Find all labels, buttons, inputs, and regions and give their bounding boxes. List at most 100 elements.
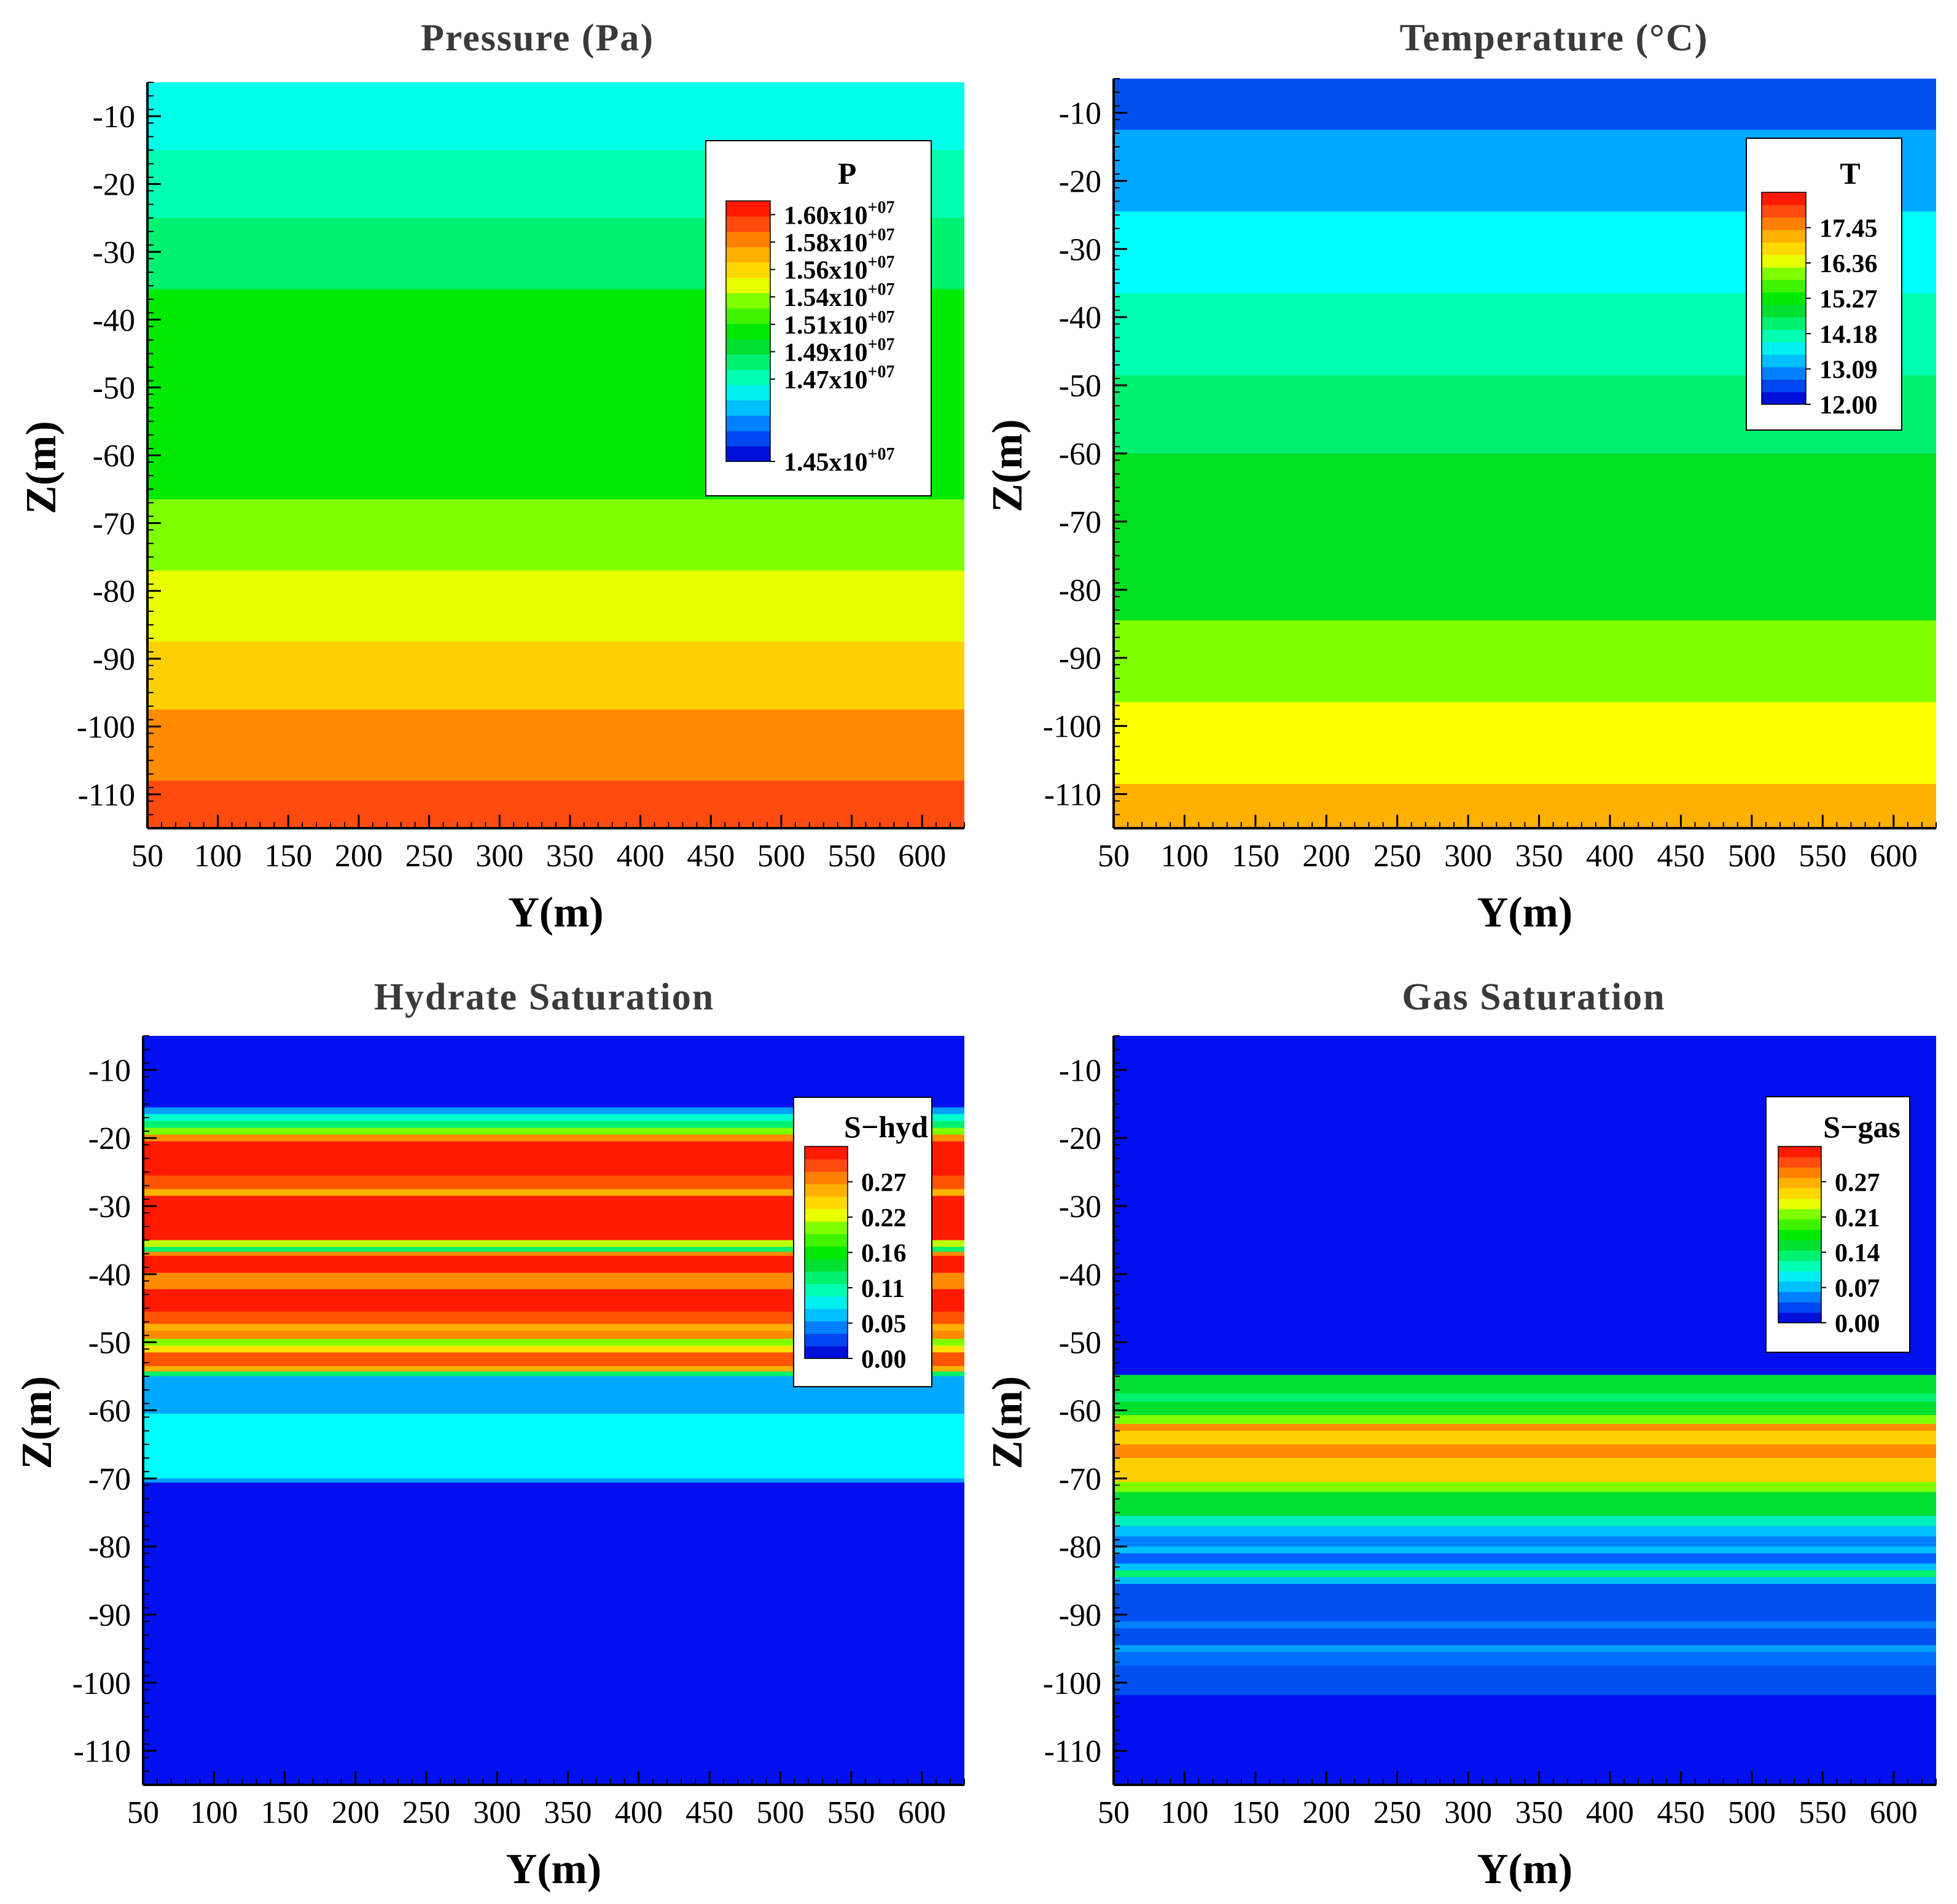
y-tick-label: -50 (93, 371, 135, 406)
contour-band (1114, 1666, 1936, 1696)
x-tick-label: 550 (828, 839, 876, 874)
legend-color-swatch (1762, 205, 1806, 218)
y-tick-label: -40 (88, 1258, 131, 1293)
contour-band (1114, 1481, 1936, 1492)
contour-band (1114, 1424, 1936, 1432)
x-tick-label: 350 (546, 839, 594, 874)
contour-bands (143, 1036, 964, 1785)
x-axis-label: Y(m) (508, 889, 603, 936)
contour-band (1114, 1577, 1936, 1585)
panel-title: Hydrate Saturation (374, 976, 714, 1018)
x-tick-label: 350 (1515, 839, 1563, 874)
y-tick-label: -30 (93, 235, 135, 270)
x-tick-label: 250 (402, 1795, 450, 1830)
x-tick-label: 450 (1657, 1795, 1705, 1830)
legend-color-swatch (1778, 1177, 1821, 1189)
legend-color-swatch (726, 431, 770, 447)
x-tick-label: 250 (1373, 839, 1421, 874)
contour-band (1114, 783, 1936, 829)
panel-title: Temperature (°C) (1400, 17, 1709, 59)
contour-band (1114, 1536, 1936, 1547)
x-tick-label: 200 (1302, 1795, 1350, 1830)
x-tick-label: 550 (827, 1795, 875, 1830)
x-tick-label: 400 (615, 1795, 663, 1830)
x-tick-label: 300 (1444, 839, 1492, 874)
legend-label: 1.58x10+07 (784, 225, 894, 257)
y-tick-label: -50 (88, 1326, 131, 1361)
y-tick-label: -90 (93, 642, 135, 677)
legend-label: 16.36 (1819, 250, 1878, 278)
legend-colorbar-frame (1778, 1146, 1822, 1323)
contour-band (1114, 1563, 1936, 1571)
legend-color-swatch (1762, 329, 1806, 343)
panel-3: Hydrate Saturation 50 100 150 200 250 300 350 40… (14, 976, 965, 1893)
legend-color-swatch (1778, 1302, 1821, 1313)
legend-color-swatch (1762, 304, 1806, 318)
x-tick-label: 500 (1728, 1795, 1776, 1830)
contour-band (1114, 1444, 1936, 1459)
legend-label: 0.07 (1835, 1275, 1880, 1303)
contour-band (1114, 79, 1936, 130)
x-tick-label: 300 (1444, 1795, 1492, 1830)
legend-color-swatch (1778, 1188, 1821, 1199)
legend-color-swatch (1778, 1312, 1821, 1323)
legend-color-swatch (726, 369, 770, 385)
panel-title: Pressure (Pa) (421, 17, 654, 59)
x-tick-label: 500 (757, 839, 805, 874)
legend-colorbar-frame (725, 200, 771, 462)
contour-band (1114, 620, 1936, 703)
y-tick-label: -20 (93, 168, 135, 203)
legend-label: 12.00 (1819, 391, 1878, 420)
minor-ticks (1113, 1035, 1937, 1785)
y-tick-label: -70 (93, 506, 135, 541)
legend-color-swatch (726, 354, 770, 370)
contour-band (1114, 1393, 1936, 1402)
y-axis-label: Z(m) (14, 1376, 61, 1470)
x-tick-label: 250 (405, 839, 453, 874)
legend-color-swatch (805, 1258, 848, 1272)
legend-title: S−gas (1823, 1110, 1900, 1144)
legend-color-swatch (805, 1346, 848, 1359)
panel-2: Temperature (°C) 50 100 150 200 250 300 350 400 4… (984, 17, 1937, 936)
contour-band (143, 1414, 964, 1479)
legend-color-swatch (805, 1171, 848, 1185)
y-tick-label: -10 (88, 1053, 131, 1088)
legend-label: 0.27 (861, 1169, 907, 1197)
legend-color-swatch (1762, 254, 1806, 268)
legend-color-swatch (1762, 292, 1806, 305)
legend-color-swatch (1762, 267, 1806, 280)
legend-label: 0.16 (861, 1240, 907, 1268)
contour-band (1114, 1645, 1936, 1653)
x-axis-label: Y(m) (1477, 1846, 1572, 1893)
contour-band (1114, 1526, 1936, 1537)
y-tick-label: -90 (1059, 1598, 1101, 1633)
x-tick-label: 400 (617, 839, 665, 874)
y-tick-label: -80 (93, 574, 135, 609)
legend-color-swatch (805, 1321, 848, 1334)
y-tick-label: -40 (93, 303, 135, 338)
contour-band (143, 1366, 964, 1372)
contour-band (143, 1127, 964, 1135)
legend-color-swatch (726, 292, 770, 309)
legend-label: 1.56x10+07 (784, 253, 894, 285)
x-tick-label: 600 (1870, 1795, 1918, 1830)
legend-color-swatch (805, 1271, 848, 1284)
legend: S−gas 0.27 0.21 0.14 0.07 0.00 (1765, 1096, 1910, 1353)
x-tick-label: 150 (261, 1795, 309, 1830)
legend-color-swatch (805, 1159, 848, 1172)
legend-color-swatch (726, 385, 770, 401)
legend-color-swatch (1762, 367, 1806, 380)
legend-color-swatch (1762, 229, 1806, 243)
contour-band (1114, 453, 1936, 621)
contour-band (1114, 1401, 1936, 1416)
contour-band (1114, 1628, 1936, 1646)
legend-color-swatch (1762, 379, 1806, 393)
y-tick-label: -30 (88, 1189, 131, 1224)
legend-label: 0.11 (861, 1275, 905, 1303)
y-tick-label: -90 (88, 1598, 131, 1633)
y-tick-label: -50 (1059, 1326, 1101, 1361)
y-tick-label: -40 (1059, 1258, 1101, 1293)
x-tick-label: 400 (1586, 1795, 1634, 1830)
legend-label: 1.49x10+07 (784, 335, 894, 367)
legend-color-swatch (805, 1234, 848, 1247)
